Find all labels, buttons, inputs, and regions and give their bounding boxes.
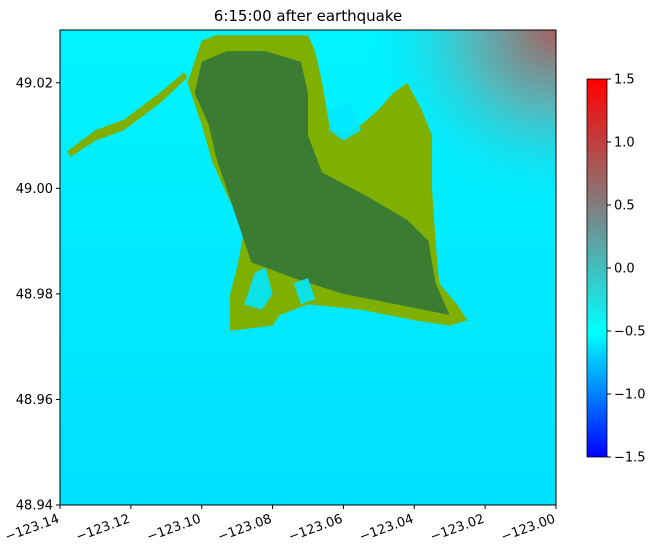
land-highland [194,51,450,315]
colorbar-tick-label: 0.5 [614,199,635,214]
inundation-patch [293,278,316,305]
y-tick-label: 48.98 [16,287,53,302]
x-tick-label: −123.04 [358,512,416,545]
y-tick-label: 49.00 [16,182,53,197]
colorbar-tick-label: −1.5 [614,451,646,466]
colorbar-tick-label: 1.0 [614,136,635,151]
y-tick-label: 48.94 [16,499,53,514]
plot-area [60,30,556,505]
colorbar-axis: −1.5 −1.0 −0.5 0.0 0.5 1.0 1.5 [607,73,646,466]
colorbar-tick-label: −0.5 [614,325,646,340]
y-tick-label: 49.02 [16,76,53,91]
x-tick-label: −123.02 [428,512,486,545]
colorbar [586,78,608,458]
y-axis: 48.94 48.96 48.98 49.00 49.02 [16,76,60,514]
chart-title: 6:15:00 after earthquake [214,7,402,25]
inundation-patch [244,267,273,310]
x-tick-label: −123.08 [216,512,274,545]
colorbar-tick-label: 0.0 [614,262,635,277]
x-tick-label: −123.06 [287,512,345,545]
colorbar-tick-label: 1.5 [614,73,635,88]
spit-land [67,72,188,157]
inundation-patch [329,103,362,141]
plot-frame [59,29,557,506]
x-axis: −123.14 −123.12 −123.10 −123.08 −123.06 −123.… [3,505,557,545]
x-tick-label: −123.12 [74,512,132,545]
x-tick-label: −123.10 [145,512,203,545]
x-tick-label: −123.14 [3,512,61,545]
y-tick-label: 48.96 [16,393,53,408]
x-tick-label: −123.00 [499,512,557,545]
colorbar-tick-label: −1.0 [614,388,646,403]
land-layer [67,35,468,331]
